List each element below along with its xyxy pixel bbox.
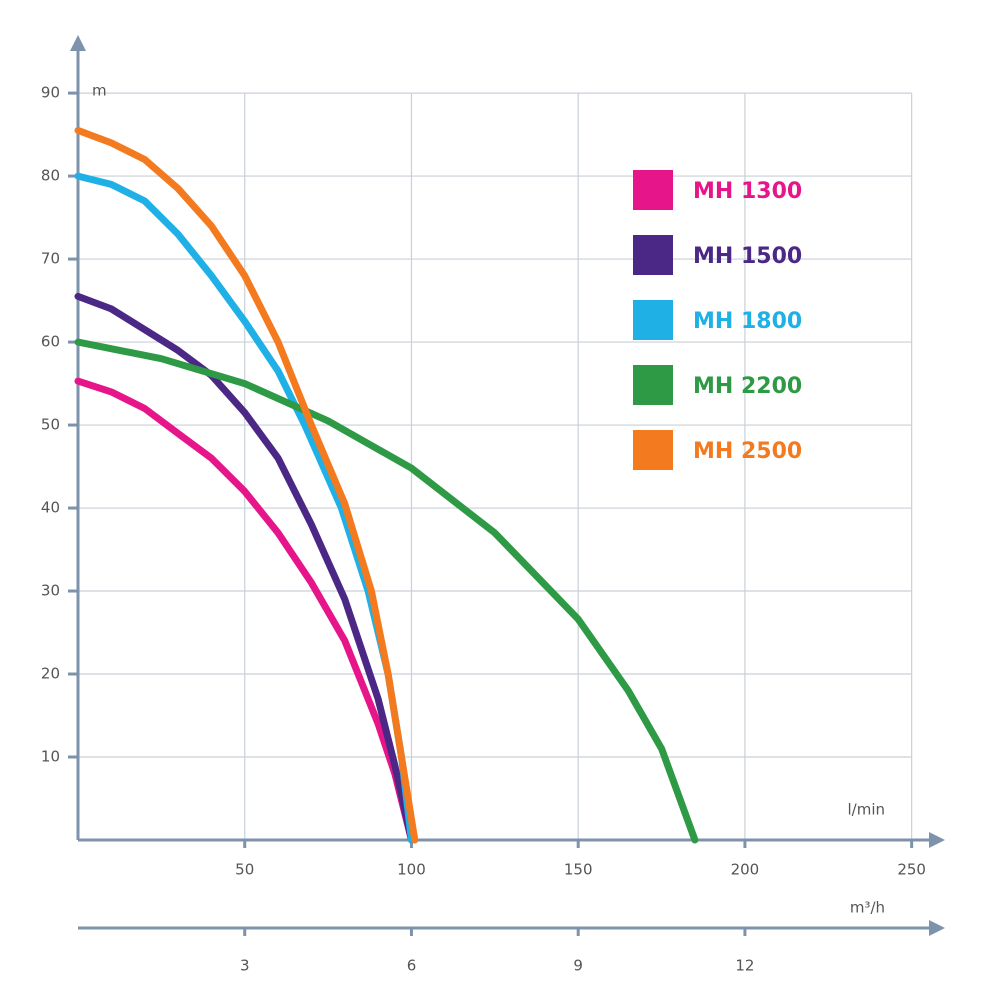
y-arrow	[70, 35, 86, 51]
y-tick-label: 40	[41, 499, 60, 517]
legend-swatch	[633, 430, 673, 470]
series-line	[74, 292, 415, 844]
x-tick-label: 200	[731, 861, 760, 879]
x2-arrow	[929, 920, 945, 936]
x-arrow	[929, 832, 945, 848]
y-tick-label: 30	[41, 582, 60, 600]
x2-tick-label: 12	[735, 957, 754, 975]
legend-swatch	[633, 235, 673, 275]
series-line	[74, 377, 415, 844]
y-tick-label: 50	[41, 416, 60, 434]
x-axis-label: l/min	[847, 801, 885, 819]
legend-swatch	[633, 300, 673, 340]
y-tick-label: 70	[41, 250, 60, 268]
legend-label: MH 2500	[693, 439, 802, 464]
y-tick-label: 10	[41, 748, 60, 766]
legend-swatch	[633, 365, 673, 405]
x-tick-label: 150	[564, 861, 593, 879]
y-tick-label: 80	[41, 167, 60, 185]
series-line	[74, 338, 699, 844]
x2-tick-label: 9	[573, 957, 583, 975]
series-line	[74, 126, 419, 844]
x2-tick-label: 6	[407, 957, 417, 975]
x2-tick-label: 3	[240, 957, 250, 975]
y-axis-label: m	[92, 82, 107, 100]
legend-label: MH 1300	[693, 179, 802, 204]
y-tick-label: 60	[41, 333, 60, 351]
legend-swatch	[633, 170, 673, 210]
x-tick-label: 250	[897, 861, 926, 879]
y-tick-label: 20	[41, 665, 60, 683]
x2-axis-label: m³/h	[850, 899, 885, 917]
x-tick-label: 50	[235, 861, 254, 879]
legend-label: MH 1500	[693, 244, 802, 269]
x-tick-label: 100	[397, 861, 426, 879]
y-tick-label: 90	[41, 84, 60, 102]
legend-label: MH 1800	[693, 309, 802, 334]
legend-label: MH 2200	[693, 374, 802, 399]
